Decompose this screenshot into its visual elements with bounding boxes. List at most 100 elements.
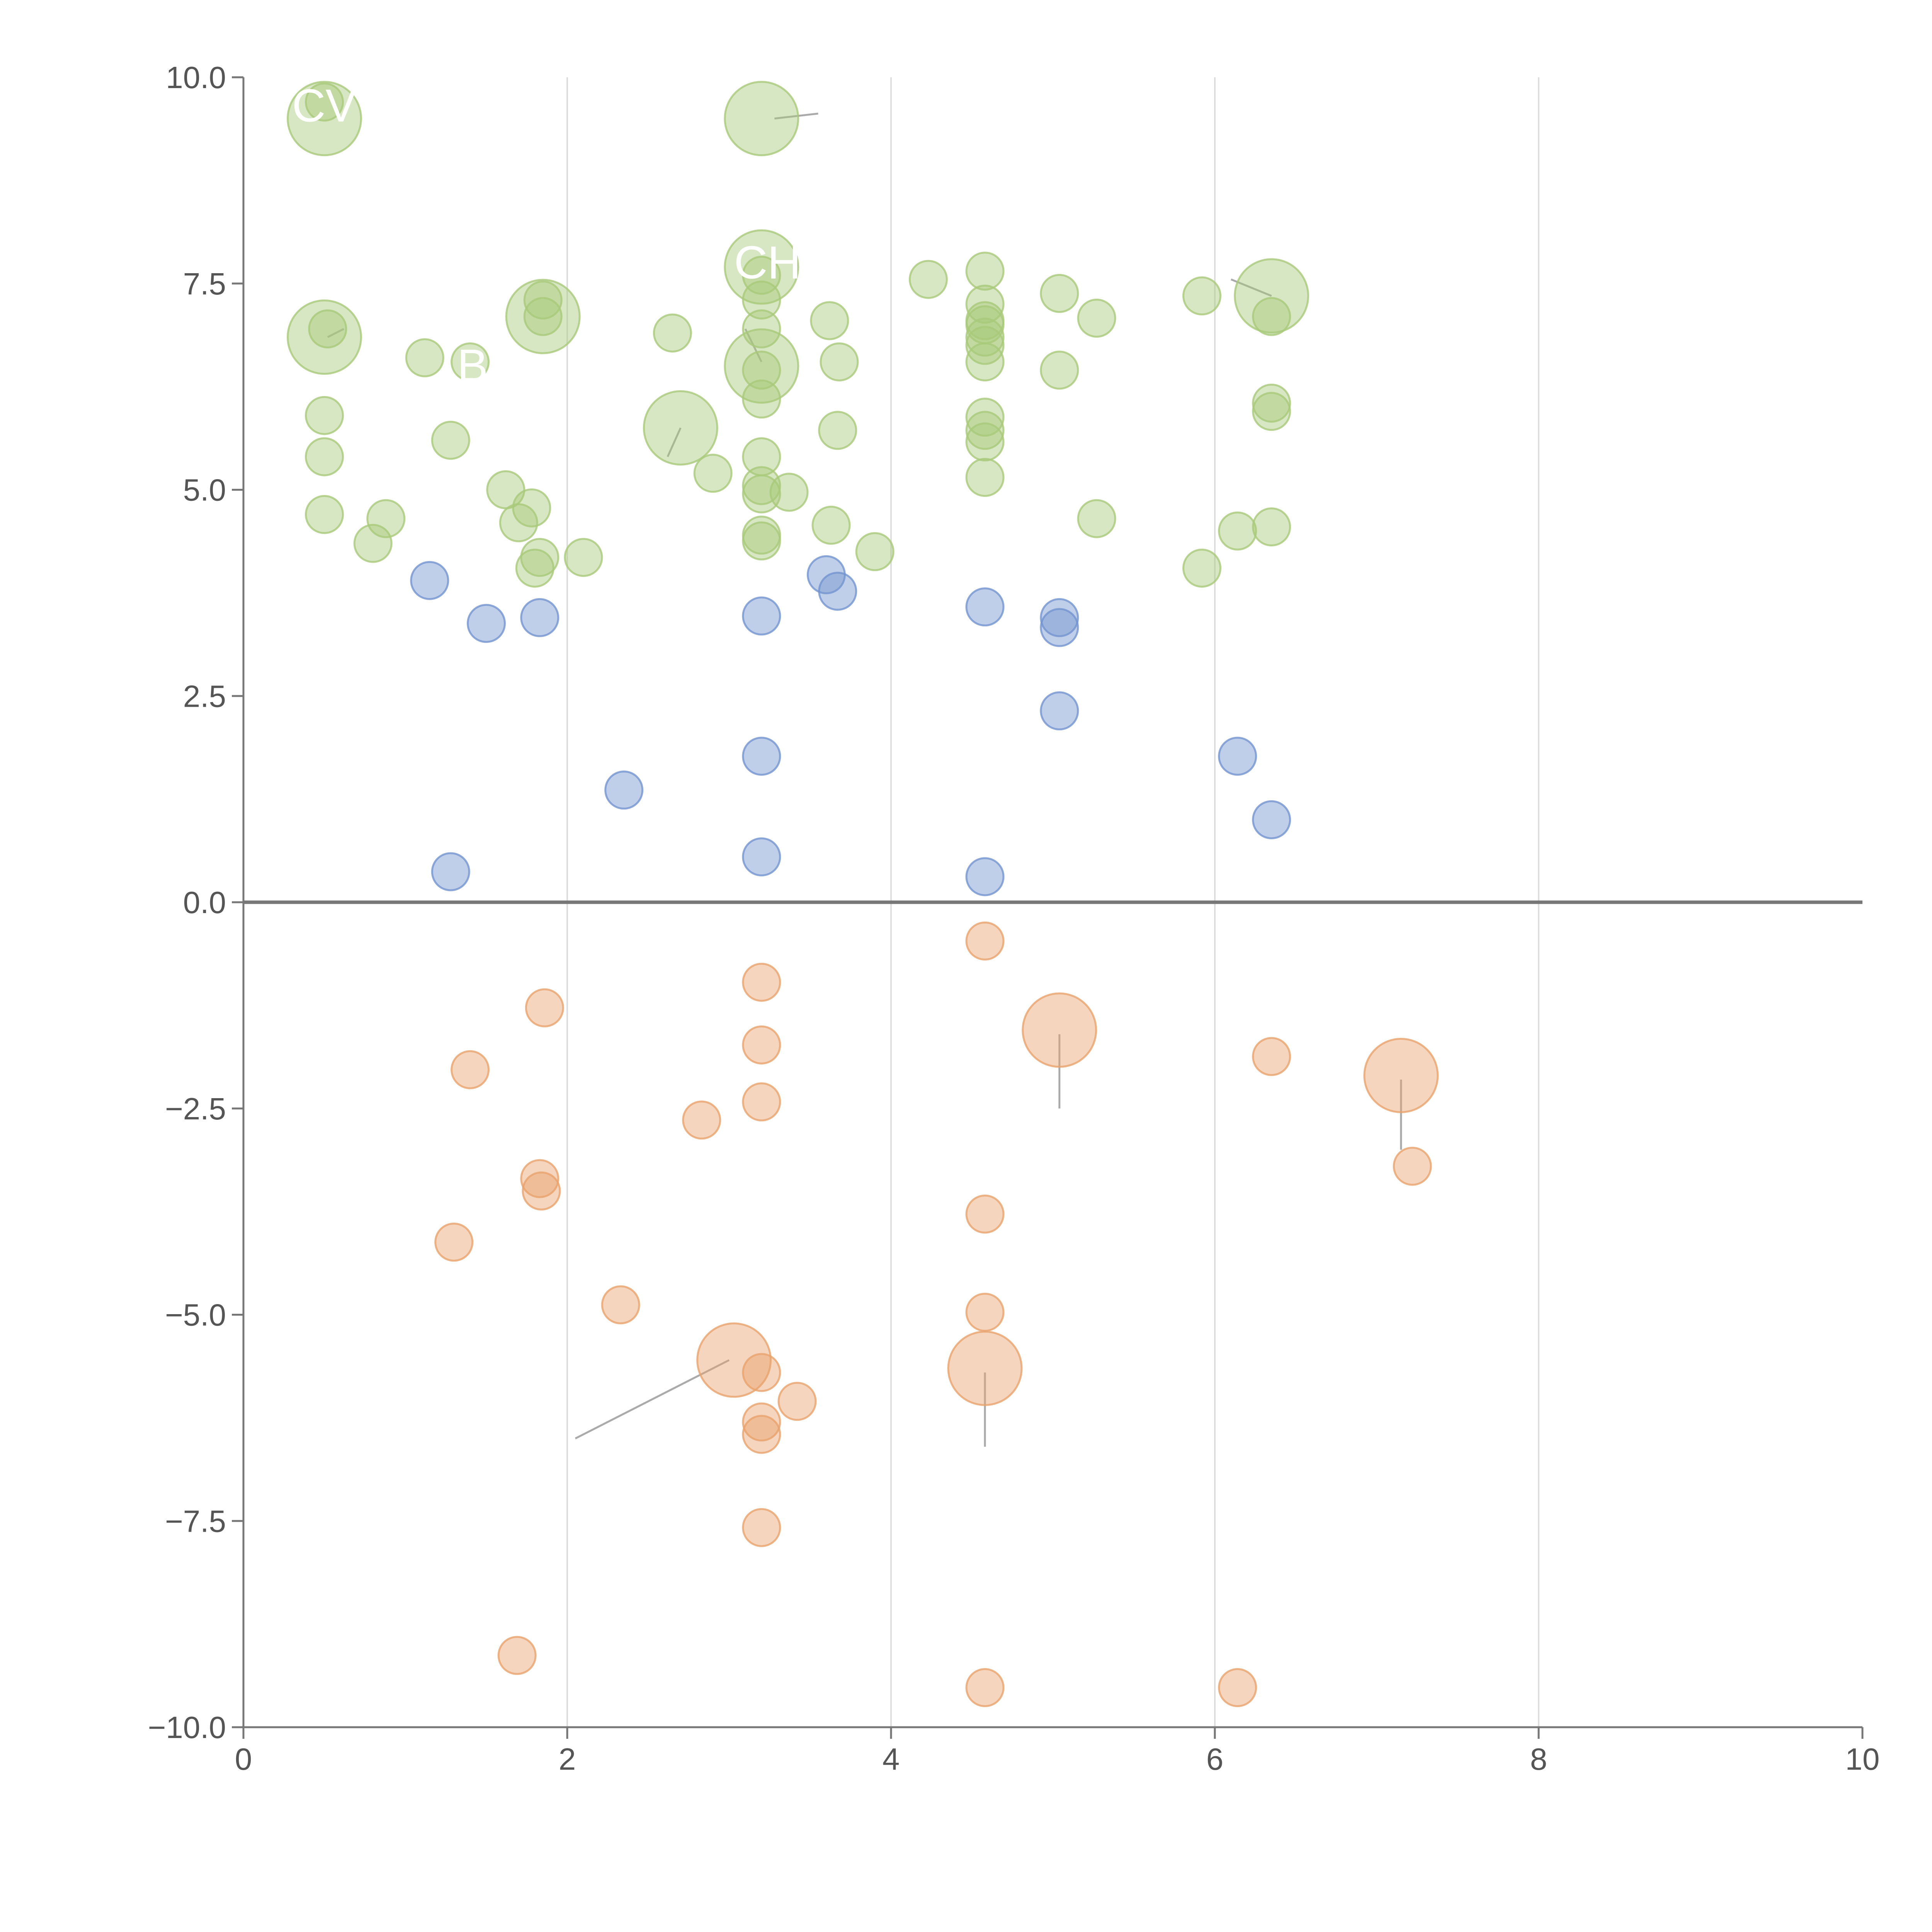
data-point-orange bbox=[777, 1382, 817, 1421]
data-points bbox=[287, 81, 1439, 1708]
data-point-orange bbox=[1252, 1037, 1291, 1076]
data-point-orange bbox=[965, 1194, 1005, 1234]
data-point-blue bbox=[965, 857, 1005, 896]
data-point-green bbox=[1252, 383, 1291, 423]
data-point-green bbox=[965, 284, 1005, 324]
data-point-orange bbox=[1218, 1668, 1257, 1708]
y-tick-label: −2.5 bbox=[165, 1092, 226, 1126]
leader-lines bbox=[327, 112, 1402, 1447]
point-label: CH bbox=[734, 236, 801, 288]
leader-line bbox=[575, 1359, 730, 1439]
data-point-green bbox=[366, 499, 406, 538]
data-point-green bbox=[523, 297, 563, 336]
data-point-green bbox=[499, 503, 538, 543]
data-point-green bbox=[810, 301, 849, 340]
data-point-orange bbox=[742, 1082, 781, 1122]
data-point-blue bbox=[467, 604, 506, 643]
data-point-green bbox=[742, 280, 781, 320]
data-point-green bbox=[908, 260, 948, 299]
data-point-orange bbox=[1022, 992, 1097, 1068]
data-point-orange bbox=[601, 1285, 640, 1325]
data-point-green bbox=[742, 309, 781, 349]
data-point-green bbox=[820, 342, 859, 382]
data-point-blue bbox=[1252, 800, 1291, 839]
data-point-green bbox=[811, 505, 851, 545]
data-point-orange bbox=[522, 1171, 561, 1211]
data-point-green bbox=[769, 473, 809, 512]
data-point-green bbox=[305, 437, 344, 476]
data-point-orange bbox=[742, 1415, 781, 1454]
data-point-blue bbox=[742, 736, 781, 776]
x-tick-label: 4 bbox=[883, 1742, 900, 1776]
y-tick-label: 10.0 bbox=[166, 60, 226, 95]
data-point-green bbox=[742, 350, 781, 390]
point-label: CV bbox=[292, 80, 357, 132]
x-tick-label: 10 bbox=[1845, 1742, 1880, 1776]
data-point-orange bbox=[451, 1050, 490, 1089]
x-tick-label: 2 bbox=[559, 1742, 576, 1776]
data-point-orange bbox=[742, 1353, 781, 1392]
data-point-green bbox=[451, 342, 490, 382]
data-point-blue bbox=[1218, 736, 1257, 776]
y-tick-label: 5.0 bbox=[183, 473, 226, 507]
y-tick-label: −5.0 bbox=[165, 1298, 226, 1332]
data-point-blue bbox=[604, 770, 644, 810]
y-tick-label: 0.0 bbox=[183, 885, 226, 920]
data-point-orange bbox=[947, 1330, 1023, 1406]
data-point-green bbox=[653, 313, 692, 353]
ticks: 0 2 4 6 8 10 10.0 7.5 5.0 2.5 0.0 −2.5 −5.0 −7.5 −10.0 bbox=[148, 60, 1880, 1776]
data-point-green bbox=[520, 538, 560, 577]
data-point-green bbox=[1077, 499, 1116, 538]
data-point-green bbox=[1252, 297, 1291, 336]
data-point-green bbox=[308, 309, 347, 349]
axes bbox=[242, 77, 1862, 1728]
data-point-green bbox=[855, 532, 895, 571]
data-point-orange bbox=[682, 1100, 721, 1140]
data-point-green bbox=[1077, 298, 1116, 338]
data-point-green bbox=[305, 495, 344, 534]
data-point-green bbox=[818, 411, 857, 450]
data-point-green bbox=[965, 457, 1005, 497]
x-tick-label: 0 bbox=[235, 1742, 252, 1776]
data-point-blue bbox=[1040, 608, 1079, 647]
data-point-orange bbox=[434, 1223, 474, 1262]
data-point-green bbox=[353, 524, 393, 563]
y-tick-label: −7.5 bbox=[165, 1504, 226, 1538]
data-point-green bbox=[742, 379, 781, 419]
y-tick-label: 2.5 bbox=[183, 679, 226, 713]
data-point-green bbox=[305, 82, 344, 122]
data-point-blue bbox=[818, 571, 857, 611]
data-point-green bbox=[965, 342, 1005, 382]
data-point-green bbox=[742, 521, 781, 561]
data-point-green bbox=[1252, 507, 1291, 547]
data-point-orange bbox=[965, 1293, 1005, 1332]
data-point-orange bbox=[696, 1322, 772, 1398]
data-point-green bbox=[724, 229, 799, 305]
data-point-orange bbox=[965, 921, 1005, 961]
data-point-orange bbox=[1393, 1146, 1432, 1186]
point-labels: CV CH B bbox=[292, 80, 801, 392]
point-label: B bbox=[457, 340, 488, 391]
data-point-orange bbox=[965, 1668, 1005, 1708]
data-point-green bbox=[305, 396, 344, 435]
data-point-green bbox=[724, 81, 799, 156]
data-point-green bbox=[515, 548, 554, 588]
data-point-blue bbox=[742, 837, 781, 877]
data-point-green bbox=[431, 420, 470, 460]
data-point-green bbox=[1182, 548, 1221, 588]
data-point-orange bbox=[742, 1508, 781, 1547]
data-point-blue bbox=[1040, 598, 1079, 637]
data-point-green bbox=[523, 280, 563, 320]
data-point-green bbox=[965, 326, 1005, 365]
data-point-blue bbox=[965, 587, 1005, 627]
data-point-green bbox=[742, 474, 781, 514]
data-point-green bbox=[724, 328, 799, 404]
data-point-orange bbox=[742, 1402, 781, 1442]
data-point-green bbox=[1252, 392, 1291, 431]
data-point-green bbox=[1218, 511, 1257, 551]
data-point-green bbox=[965, 411, 1005, 450]
data-point-orange bbox=[525, 988, 564, 1027]
data-point-green bbox=[693, 454, 733, 493]
x-tick-label: 6 bbox=[1206, 1742, 1224, 1776]
